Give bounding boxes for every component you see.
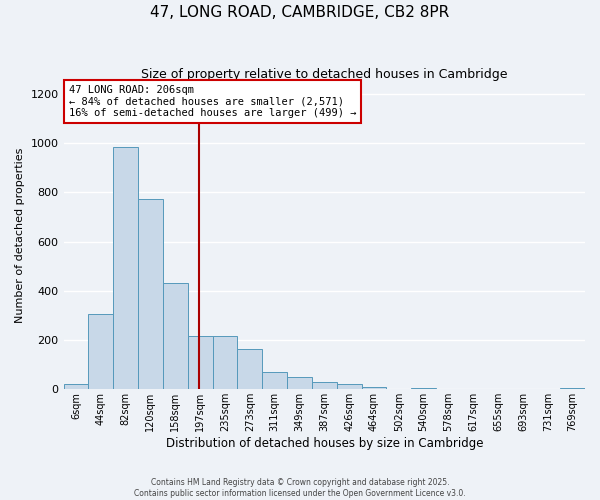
Bar: [312, 382, 337, 390]
Bar: [337, 384, 362, 390]
Text: 47, LONG ROAD, CAMBRIDGE, CB2 8PR: 47, LONG ROAD, CAMBRIDGE, CB2 8PR: [151, 5, 449, 20]
Bar: [287, 377, 312, 390]
Bar: [262, 372, 287, 390]
Y-axis label: Number of detached properties: Number of detached properties: [15, 148, 25, 323]
Text: 47 LONG ROAD: 206sqm
← 84% of detached houses are smaller (2,571)
16% of semi-de: 47 LONG ROAD: 206sqm ← 84% of detached h…: [69, 84, 356, 118]
Title: Size of property relative to detached houses in Cambridge: Size of property relative to detached ho…: [141, 68, 508, 80]
Bar: [411, 388, 436, 390]
Text: Contains HM Land Registry data © Crown copyright and database right 2025.
Contai: Contains HM Land Registry data © Crown c…: [134, 478, 466, 498]
X-axis label: Distribution of detached houses by size in Cambridge: Distribution of detached houses by size …: [166, 437, 483, 450]
Bar: [138, 198, 163, 390]
Bar: [238, 348, 262, 390]
Bar: [113, 147, 138, 390]
Bar: [212, 336, 238, 390]
Bar: [88, 314, 113, 390]
Bar: [163, 284, 188, 390]
Bar: [188, 336, 212, 390]
Bar: [560, 388, 585, 390]
Bar: [362, 387, 386, 390]
Bar: [64, 384, 88, 390]
